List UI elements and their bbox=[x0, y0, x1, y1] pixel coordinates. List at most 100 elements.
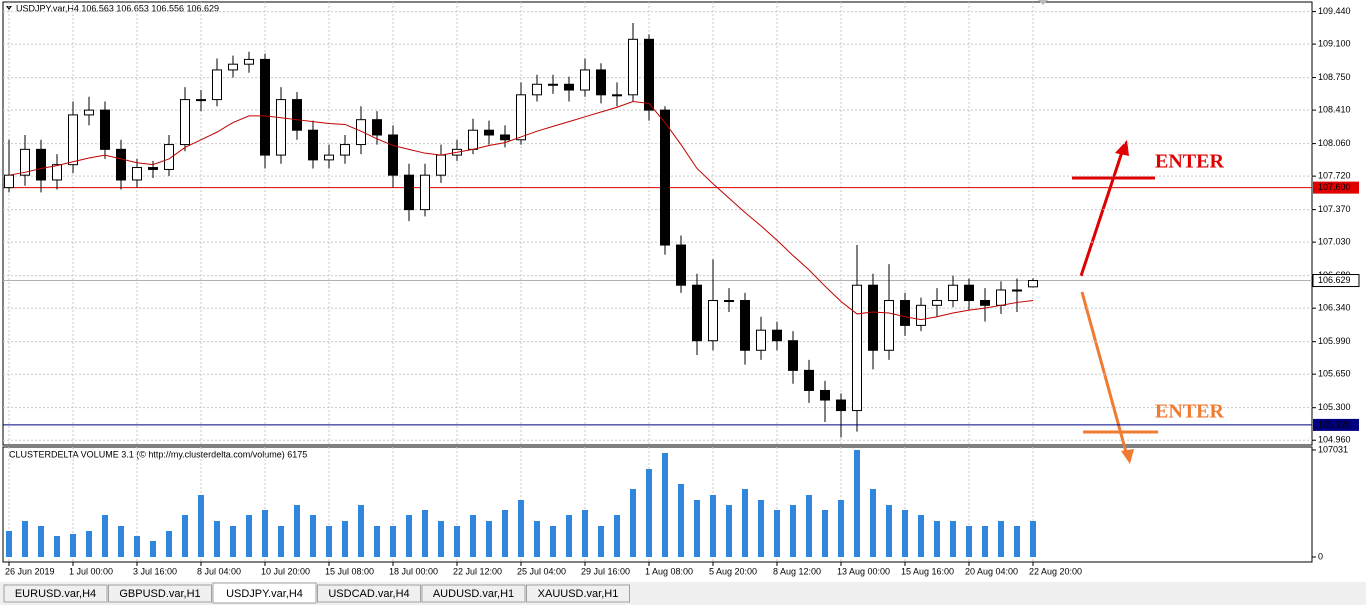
volume-bar bbox=[262, 510, 268, 557]
volume-bar bbox=[214, 521, 220, 557]
y-tick-label: 106.340 bbox=[1318, 303, 1351, 313]
tab-label[interactable]: AUDUSD.var,H1 bbox=[433, 588, 514, 600]
candle-body bbox=[148, 167, 158, 170]
candle-body bbox=[196, 99, 206, 102]
candle-body bbox=[36, 148, 46, 181]
x-tick-label: 20 Aug 04:00 bbox=[965, 566, 1018, 576]
volume-bar bbox=[358, 505, 364, 557]
x-tick-label: 13 Aug 00:00 bbox=[837, 566, 890, 576]
volume-bar bbox=[774, 510, 780, 557]
tab[interactable] bbox=[317, 584, 421, 603]
tab-label[interactable]: EURUSD.var,H4 bbox=[15, 588, 96, 600]
candle-body bbox=[68, 114, 78, 166]
volume-bar bbox=[710, 495, 716, 557]
tab-label[interactable]: USDCAD.var,H4 bbox=[328, 588, 409, 600]
volume-bar bbox=[150, 541, 156, 557]
moving-average bbox=[8, 100, 1034, 321]
tab[interactable] bbox=[526, 584, 630, 603]
x-tick-label: 25 Jul 04:00 bbox=[517, 566, 566, 576]
volume-bar bbox=[646, 469, 652, 557]
volume-bar bbox=[518, 500, 524, 557]
volume-bar bbox=[982, 526, 988, 557]
candle-body bbox=[308, 129, 318, 161]
volume-bar bbox=[902, 510, 908, 557]
indicator-title: CLUSTERDELTA VOLUME 3.1 (© http://my.clu… bbox=[9, 449, 307, 459]
candle-body bbox=[324, 154, 334, 161]
volume-bar bbox=[758, 500, 764, 557]
x-tick-label: 22 Jul 12:00 bbox=[453, 566, 502, 576]
x-tick-label: 5 Aug 20:00 bbox=[709, 566, 757, 576]
y-tick-label: 108.060 bbox=[1318, 138, 1351, 148]
candle-body bbox=[884, 300, 894, 351]
volume-pane bbox=[2, 446, 1313, 563]
y-tick-label: 104.960 bbox=[1318, 435, 1351, 445]
candle-body bbox=[340, 144, 350, 156]
x-tick-label: 15 Jul 08:00 bbox=[325, 566, 374, 576]
volume-bar bbox=[614, 515, 620, 557]
tab-label[interactable]: GBPUSD.var,H1 bbox=[119, 588, 200, 600]
chart-title: USDJPY.var,H4 106.563 106.653 106.556 10… bbox=[16, 3, 219, 13]
volume-bar bbox=[246, 515, 252, 557]
x-tick-label: 8 Aug 12:00 bbox=[773, 566, 821, 576]
volume-bar bbox=[38, 526, 44, 557]
volume-bar bbox=[294, 505, 300, 557]
volume-bar bbox=[998, 521, 1004, 557]
x-tick-label: 29 Jul 16:00 bbox=[581, 566, 630, 576]
volume-bar bbox=[166, 531, 172, 557]
y-tick-label: 107.370 bbox=[1318, 204, 1351, 214]
candle-body bbox=[740, 300, 750, 351]
x-tick-label: 26 Jun 2019 bbox=[5, 566, 55, 576]
x-tick-label: 10 Jul 20:00 bbox=[261, 566, 310, 576]
candle-body bbox=[276, 99, 286, 156]
level-label: 107.600 bbox=[1318, 182, 1351, 192]
candle-body bbox=[932, 300, 942, 306]
candle-body bbox=[724, 300, 734, 303]
volume-bar bbox=[934, 521, 940, 557]
shift-marker bbox=[1038, 0, 1048, 5]
y-tick-label: 105.300 bbox=[1318, 402, 1351, 412]
candle-body bbox=[820, 389, 830, 401]
candle-body bbox=[852, 284, 862, 412]
annotation: ENTER bbox=[1155, 151, 1224, 173]
candle-body bbox=[596, 69, 606, 96]
volume-bar bbox=[822, 510, 828, 557]
volume-bar bbox=[454, 526, 460, 557]
volume-bar bbox=[870, 489, 876, 557]
volume-bar bbox=[534, 521, 540, 557]
volume-bar bbox=[502, 510, 508, 557]
volume-bar bbox=[470, 515, 476, 557]
price-pane bbox=[2, 1, 1313, 446]
candle-body bbox=[868, 284, 878, 351]
tab[interactable] bbox=[108, 584, 212, 603]
volume-bar bbox=[342, 521, 348, 557]
volume-bar bbox=[182, 515, 188, 557]
volume-bar bbox=[918, 515, 924, 557]
candle-body bbox=[116, 148, 126, 181]
tab[interactable] bbox=[212, 582, 317, 604]
candle-body bbox=[260, 58, 270, 156]
candle-body bbox=[676, 244, 686, 286]
candle-body bbox=[548, 83, 558, 86]
candle-body bbox=[180, 99, 190, 146]
tab-label[interactable]: USDJPY.var,H4 bbox=[226, 588, 303, 600]
level-label: 105.120 bbox=[1318, 419, 1351, 429]
candle-body bbox=[628, 38, 638, 96]
candle-body bbox=[660, 109, 670, 246]
candle-body bbox=[708, 300, 718, 342]
candle-body bbox=[292, 99, 302, 131]
volume-bar bbox=[662, 453, 668, 557]
volume-bar bbox=[118, 526, 124, 557]
annotation: ENTER bbox=[1155, 401, 1224, 423]
tab-label[interactable]: XAUUSD.var,H1 bbox=[538, 588, 619, 600]
candle-body bbox=[468, 129, 478, 150]
tab[interactable] bbox=[421, 584, 526, 603]
volume-bar bbox=[198, 495, 204, 557]
candle-body bbox=[516, 94, 526, 141]
volume-bar bbox=[630, 489, 636, 557]
candle-body bbox=[644, 38, 654, 111]
volume-bar bbox=[838, 500, 844, 557]
candle-body bbox=[612, 94, 622, 97]
tab[interactable] bbox=[3, 584, 108, 603]
volume-bar bbox=[678, 484, 684, 557]
candle-body bbox=[84, 109, 94, 116]
